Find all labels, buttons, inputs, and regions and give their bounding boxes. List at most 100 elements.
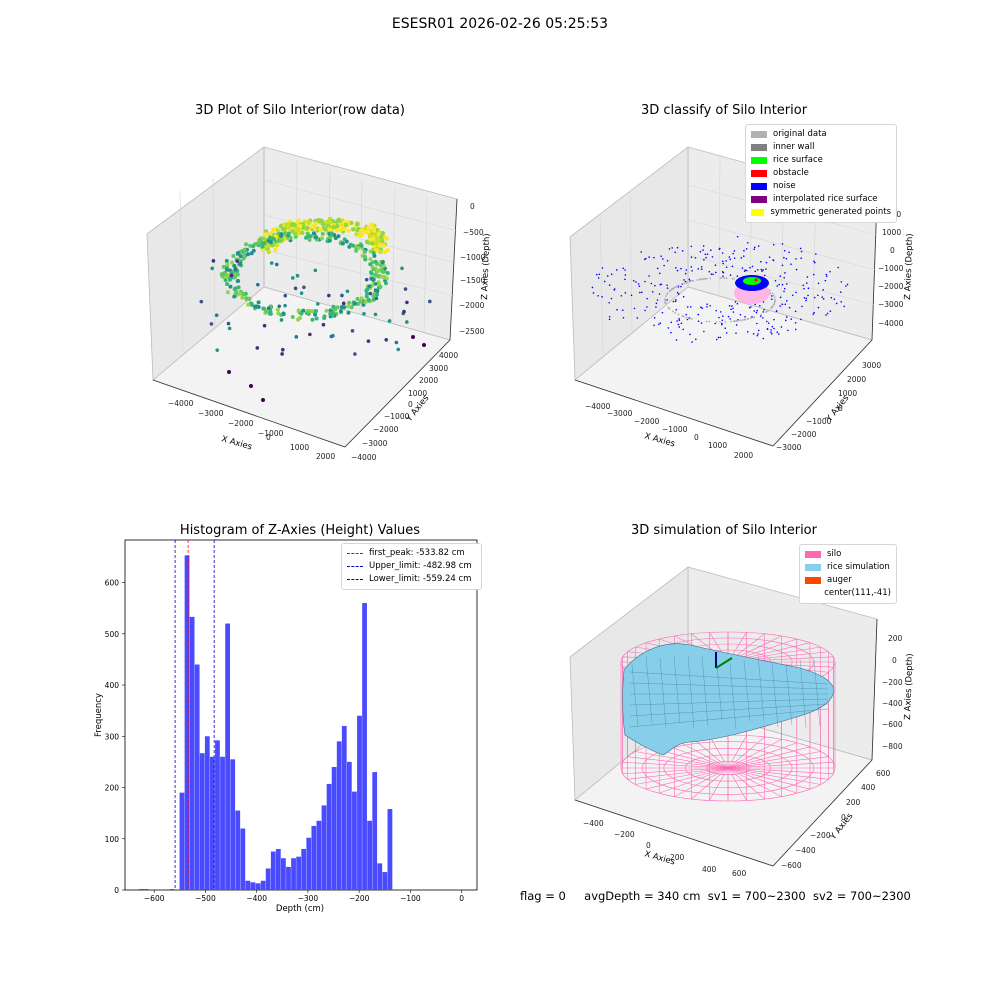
- p2-noise-point: [821, 296, 824, 298]
- p1-point: [380, 260, 385, 265]
- p2-noise-point: [790, 263, 792, 265]
- panel2-title: 3D classify of Silo Interior: [640, 103, 808, 118]
- panel1-z-ticks: 0 −500 −1000 −1500 −2000 −2500: [459, 202, 486, 336]
- hist-xtick-label: −200: [349, 894, 370, 903]
- p2-noise-point: [613, 289, 616, 291]
- rice-mesh-line: [729, 663, 737, 730]
- p1-point: [238, 261, 243, 266]
- p1-point: [225, 262, 230, 267]
- silo-floor-spoke: [635, 751, 729, 769]
- p2-noise-point: [718, 248, 721, 250]
- p2-ytick: 3000: [862, 361, 881, 370]
- p1-point: [328, 235, 333, 240]
- p2-noise-point: [715, 338, 718, 341]
- p4-xtick: 400: [702, 865, 717, 874]
- legend-swatch: [751, 183, 767, 190]
- p2-noise-point: [661, 311, 664, 314]
- p1-point: [254, 304, 259, 309]
- p2-noise-point: [697, 313, 700, 316]
- p1-point: [364, 294, 369, 299]
- p1-point: [223, 278, 228, 283]
- p1-point: [362, 311, 366, 316]
- p2-noise-point: [758, 304, 761, 307]
- hist-bar: [301, 849, 307, 890]
- p2-noise-point: [815, 253, 817, 255]
- avg-depth-text: avgDepth = 340 cm: [584, 889, 701, 903]
- hist-bar: [255, 883, 261, 890]
- p2-noise-point: [675, 267, 677, 269]
- p2-noise-point: [768, 256, 771, 258]
- p2-original-point: [670, 288, 673, 291]
- p2-original-point: [764, 311, 767, 314]
- p1-point: [355, 296, 360, 301]
- p2-original-point: [743, 318, 746, 321]
- p1-point: [241, 256, 246, 261]
- panel4-title: 3D simulation of Silo Interior: [631, 523, 817, 538]
- p2-noise-point: [752, 333, 755, 335]
- p1-point: [358, 228, 364, 234]
- p2-noise-point: [800, 250, 803, 253]
- p1-point: [368, 262, 373, 267]
- p2-noise-point: [824, 279, 827, 282]
- hist-bar: [215, 740, 220, 890]
- p1-point: [381, 243, 387, 248]
- p1-point: [374, 248, 379, 253]
- p1-point: [240, 295, 245, 300]
- p2-noise-point: [689, 306, 692, 308]
- p2-noise-point: [746, 242, 749, 244]
- p1-point: [394, 340, 399, 345]
- p2-noise-point: [690, 266, 693, 268]
- p1-point: [366, 339, 371, 343]
- p2-noise-point: [813, 260, 815, 263]
- p1-point: [209, 322, 214, 326]
- p2-noise-point: [663, 264, 665, 267]
- p2-noise-point: [806, 282, 808, 285]
- p2-noise-point: [678, 319, 681, 322]
- p4-ytick: 400: [861, 783, 876, 792]
- p2-noise-point: [845, 285, 847, 287]
- p1-point: [238, 254, 243, 259]
- p1-point: [382, 249, 388, 255]
- p2-noise-point: [830, 296, 833, 299]
- hist-threshold-lines: [174, 540, 215, 890]
- p1-point: [370, 241, 375, 246]
- panel2-y-ticks: −3000 −2000 −1000 0 1000 2000 3000: [776, 361, 881, 452]
- p1-point: [266, 306, 271, 310]
- p2-noise-point: [744, 269, 747, 271]
- p2-noise-point: [658, 323, 660, 326]
- p2-noise-point: [739, 313, 742, 316]
- p1-point: [236, 285, 241, 290]
- p2-noise-point: [668, 248, 671, 250]
- hist-bar: [341, 726, 347, 890]
- p2-noise-point: [675, 308, 678, 311]
- p1-point: [363, 299, 368, 304]
- p2-noise-point: [670, 331, 672, 334]
- p1-point: [354, 222, 360, 227]
- p2-noise-point: [658, 272, 661, 275]
- p1-ytick: 2000: [419, 376, 438, 385]
- p2-original-point: [696, 279, 699, 281]
- hist-bar: [367, 820, 373, 890]
- p2-noise-point: [783, 290, 785, 293]
- hist-ytick-label: 300: [105, 732, 120, 741]
- p2-noise-point: [756, 334, 759, 337]
- p1-point: [280, 352, 284, 356]
- p1-ytick: 3000: [429, 364, 448, 373]
- p2-noise-point: [729, 258, 732, 261]
- status-footer: flag = 0 avgDepth = 340 cm sv1 = 700~230…: [520, 889, 911, 903]
- p1-xtick: −1000: [258, 429, 284, 438]
- silo-floor-spoke: [627, 767, 729, 780]
- p2-noise-point: [790, 318, 793, 320]
- hist-bar: [321, 805, 327, 890]
- silo-floor-spoke: [727, 746, 811, 769]
- p1-point: [316, 302, 320, 306]
- p2-original-point: [704, 277, 707, 280]
- p2-noise-point: [840, 281, 843, 283]
- p2-noise-point: [770, 329, 772, 331]
- p2-noise-point: [730, 308, 732, 311]
- p2-noise-point: [822, 289, 825, 291]
- auger-marker: [715, 652, 733, 669]
- p4-xtick: 600: [732, 869, 747, 878]
- hist-bar: [184, 555, 190, 890]
- hist-ytick-label: 100: [105, 835, 120, 844]
